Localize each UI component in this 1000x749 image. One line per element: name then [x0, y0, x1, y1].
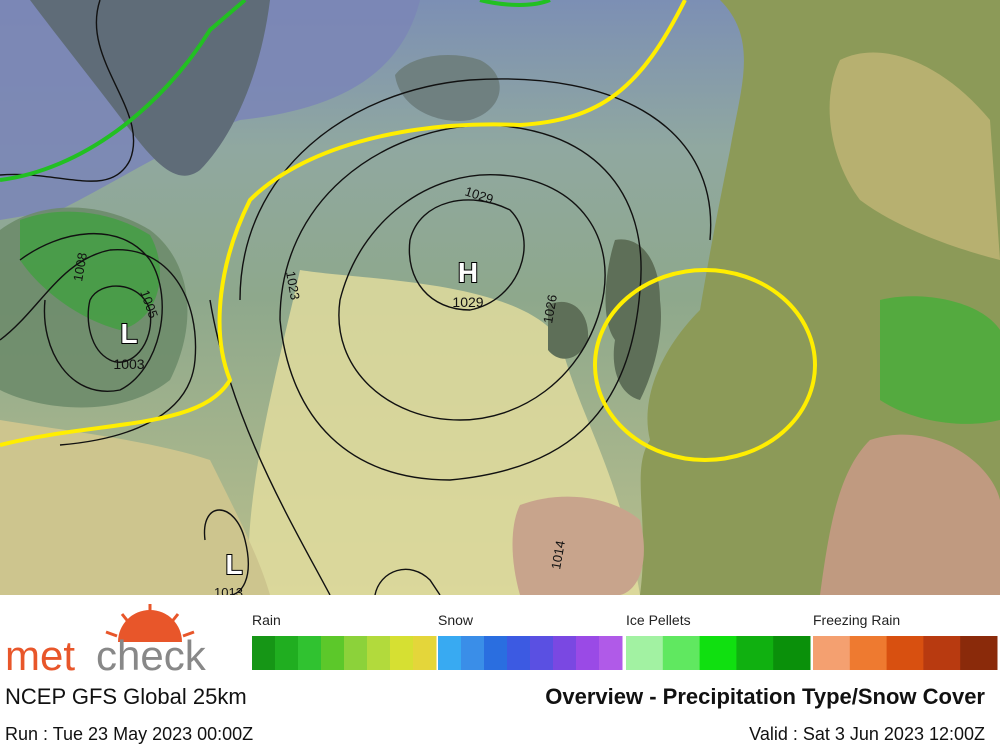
- logo-met: met: [5, 632, 75, 679]
- legend-swatch: [773, 636, 811, 670]
- isobar-label: 1014: [548, 539, 568, 570]
- valid-time: Valid : Sat 3 Jun 2023 12:00Z: [749, 724, 985, 744]
- logo: met check: [5, 604, 207, 679]
- legend-swatch: [321, 636, 345, 670]
- legend-label: Snow: [438, 612, 474, 628]
- legend-swatch: [367, 636, 391, 670]
- legend-swatch: [886, 636, 924, 670]
- legend-swatch: [252, 636, 276, 670]
- pressure-value: 1029: [452, 294, 483, 310]
- legend-swatch: [849, 636, 888, 670]
- legend-label: Rain: [252, 612, 281, 628]
- legend-swatch: [413, 636, 437, 670]
- legend-swatch: [344, 636, 368, 670]
- pressure-value: 1003: [113, 356, 144, 372]
- legend-swatch: [553, 636, 577, 670]
- pressure-center: L: [120, 318, 137, 349]
- pressure-center: L: [225, 549, 242, 580]
- legend-label: Ice Pellets: [626, 612, 691, 628]
- isobar-label: 1008: [70, 251, 90, 282]
- model-name: NCEP GFS Global 25km: [5, 684, 247, 709]
- isobar-label: 1026: [540, 293, 560, 324]
- logo-check: check: [96, 632, 207, 679]
- legend-swatch: [390, 636, 414, 670]
- legend-swatch: [438, 636, 462, 670]
- chart-title: Overview - Precipitation Type/Snow Cover: [545, 684, 985, 709]
- legend-swatch: [530, 636, 554, 670]
- isobar-label: 1023: [283, 270, 303, 301]
- run-time: Run : Tue 23 May 2023 00:00Z: [5, 724, 253, 744]
- legend: Rain Snow Ice Pellets Freezing Rain: [252, 612, 998, 670]
- legend-swatch: [736, 636, 774, 670]
- pressure-center: H: [458, 257, 478, 288]
- legend-swatch: [298, 636, 322, 670]
- legend-swatch: [576, 636, 600, 670]
- legend-swatch: [662, 636, 701, 670]
- legend-swatch: [626, 636, 664, 670]
- map: 1029 1023 1008 1005 1026 1013 1014 H 102…: [0, 0, 1000, 600]
- legend-swatch: [699, 636, 737, 670]
- legend-swatch: [275, 636, 299, 670]
- legend-swatch: [960, 636, 998, 670]
- legend-swatch: [599, 636, 623, 670]
- legend-swatch: [507, 636, 531, 670]
- legend-label: Freezing Rain: [813, 612, 900, 628]
- legend-swatch: [923, 636, 961, 670]
- legend-swatch: [461, 636, 485, 670]
- legend-swatch: [813, 636, 851, 670]
- legend-swatch: [484, 636, 508, 670]
